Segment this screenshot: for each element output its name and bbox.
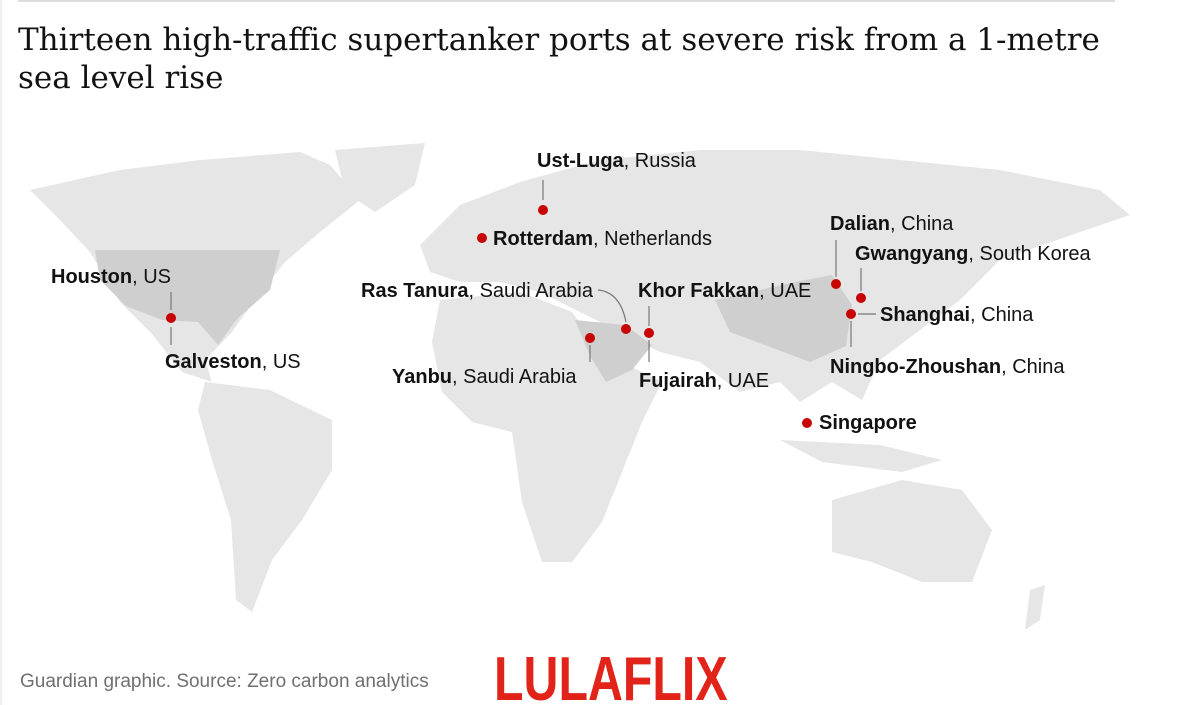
port-dot <box>856 293 866 303</box>
port-country: , Netherlands <box>593 228 712 250</box>
port-label: Galveston, US <box>165 351 301 373</box>
port-label: Yanbu, Saudi Arabia <box>392 366 577 388</box>
port-dot <box>538 205 548 215</box>
usa <box>95 250 280 345</box>
port-country: , US <box>132 266 171 288</box>
ports: Ust-Luga, Russia Rotterdam, Netherlands Ho… <box>51 150 1092 434</box>
port-name: Galveston <box>165 351 262 373</box>
port-name: Shanghai <box>880 304 970 326</box>
port-label: Ras Tanura, Saudi Arabia <box>361 280 594 302</box>
port-country: , Saudi Arabia <box>468 280 593 302</box>
new-zealand <box>1025 585 1045 630</box>
port-country: , China <box>970 304 1034 326</box>
port-name: Ust-Luga <box>537 150 625 172</box>
eurasia <box>420 150 1130 402</box>
port-label: Khor Fakkan, UAE <box>638 280 811 302</box>
port-name: Yanbu <box>392 366 452 388</box>
south-america <box>198 382 332 612</box>
port-label: Ningbo-Zhoushan, China <box>830 356 1065 378</box>
indonesia <box>780 440 942 472</box>
port-label: Singapore <box>819 412 917 434</box>
port-name: Gwangyang <box>855 243 968 265</box>
port-dot <box>644 328 654 338</box>
port-country: , US <box>262 351 301 373</box>
port-name: Khor Fakkan <box>638 280 759 302</box>
port-country: , Saudi Arabia <box>452 366 577 388</box>
port-name: Ningbo-Zhoushan <box>830 356 1001 378</box>
port-dot <box>166 313 176 323</box>
port-dot <box>802 418 812 428</box>
port-dot <box>477 233 487 243</box>
title-line: sea level rise <box>18 60 223 96</box>
title: Thirteen high-traffic supertanker ports … <box>18 22 1110 96</box>
world-map <box>30 143 1130 630</box>
title-line: Thirteen high-traffic supertanker ports … <box>18 22 1100 58</box>
port-name: Dalian <box>830 213 890 235</box>
port-country: , Russia <box>624 150 697 172</box>
china <box>715 275 852 362</box>
port-label: Rotterdam, Netherlands <box>493 228 712 250</box>
port-country: , UAE <box>759 280 811 302</box>
greenland <box>335 143 425 212</box>
port-dot <box>831 279 841 289</box>
port-label: Shanghai, China <box>880 304 1034 326</box>
port-dot <box>585 333 595 343</box>
port-country: , South Korea <box>968 243 1091 265</box>
port-label: Dalian, China <box>830 213 954 235</box>
port-label: Houston, US <box>51 266 171 288</box>
australia <box>832 480 992 582</box>
port-country: , China <box>1001 356 1065 378</box>
port-name: Houston <box>51 266 132 288</box>
port-name: Singapore <box>819 412 917 434</box>
port-label: Ust-Luga, Russia <box>537 150 697 172</box>
port-name: Ras Tanura <box>361 280 469 302</box>
watermark: LULAFLIX <box>494 644 728 705</box>
port-dot <box>846 309 856 319</box>
port-name: Fujairah <box>639 370 717 392</box>
port-label: Gwangyang, South Korea <box>855 243 1092 265</box>
leader-line <box>597 289 627 323</box>
port-name: Rotterdam <box>493 228 593 250</box>
source: Guardian graphic. Source: Zero carbon an… <box>20 671 429 692</box>
japan <box>880 250 905 305</box>
port-country: , China <box>890 213 954 235</box>
port-dot <box>621 324 631 334</box>
port-country: , UAE <box>717 370 769 392</box>
port-label: Fujairah, UAE <box>639 370 769 392</box>
